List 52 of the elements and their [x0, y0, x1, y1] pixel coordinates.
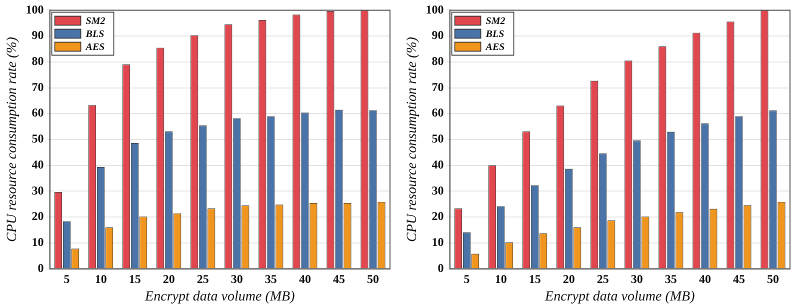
x-tick-label: 50 — [366, 272, 379, 286]
y-tick-label: 100 — [426, 2, 444, 16]
x-axis-title: Encrypt data volume (MB) — [544, 289, 696, 304]
y-tick-label: 20 — [432, 209, 444, 224]
x-tick-label: 5 — [464, 272, 470, 286]
legend-label: AES — [484, 42, 506, 53]
x-tick-label: 50 — [766, 272, 779, 286]
y-tick-label: 10 — [432, 235, 444, 250]
y-tick-label: 80 — [432, 54, 444, 68]
y-tick-label: 70 — [32, 80, 44, 94]
x-tick-label: 40 — [698, 272, 711, 286]
y-tick-label: 30 — [32, 183, 44, 198]
y-tick-label: 20 — [32, 209, 44, 224]
y-axis-title: CPU resource consumption rate (%) — [5, 36, 20, 242]
y-tick-label: 50 — [432, 132, 444, 146]
legend-label: BLS — [84, 28, 105, 40]
y-tick-label: 30 — [432, 183, 444, 198]
x-tick-label: 20 — [562, 272, 575, 286]
y-tick-label: 50 — [32, 132, 44, 146]
y-tick-label: 70 — [432, 80, 444, 94]
y-tick-label: 80 — [32, 54, 44, 68]
x-axis-title: Encrypt data volume (MB) — [144, 289, 296, 304]
legend-label: SM2 — [486, 16, 506, 27]
x-tick-label: 45 — [732, 272, 745, 286]
y-tick-label: 60 — [432, 106, 444, 120]
x-tick-label: 10 — [94, 272, 107, 286]
x-tick-label: 20 — [162, 272, 175, 286]
y-tick-label: 90 — [432, 28, 444, 42]
legend-label: SM2 — [86, 16, 106, 27]
x-tick-label: 15 — [528, 272, 541, 286]
x-tick-label: 25 — [596, 272, 609, 286]
x-tick-label: 40 — [298, 272, 311, 286]
y-tick-label: 40 — [432, 157, 444, 172]
x-tick-label: 15 — [128, 272, 141, 286]
legend-label: AES — [84, 42, 106, 53]
x-tick-label: 10 — [494, 272, 507, 286]
y-tick-label: 60 — [32, 106, 44, 120]
x-tick-label: 35 — [664, 272, 677, 286]
x-tick-label: 25 — [196, 272, 209, 286]
x-tick-label: 45 — [332, 272, 345, 286]
y-tick-label: 0 — [438, 260, 444, 275]
legend-label: BLS — [484, 28, 505, 40]
x-tick-label: 35 — [264, 272, 277, 286]
y-tick-label: 90 — [32, 28, 44, 42]
y-tick-label: 40 — [32, 157, 44, 172]
y-tick-label: 10 — [32, 235, 44, 250]
y-tick-label: 0 — [38, 260, 44, 275]
x-tick-label: 30 — [230, 272, 243, 286]
x-tick-label: 30 — [630, 272, 643, 286]
y-axis-title: CPU resource consumption rate (%) — [405, 36, 420, 242]
y-tick-label: 100 — [26, 2, 44, 16]
x-tick-label: 5 — [64, 272, 70, 286]
